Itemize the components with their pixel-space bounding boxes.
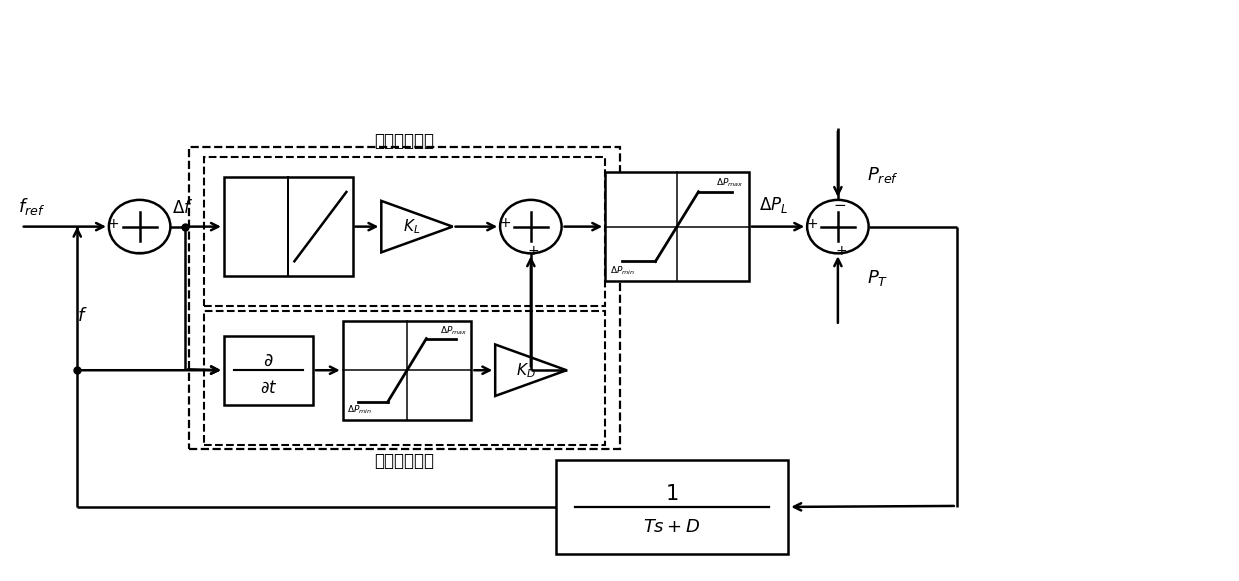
Text: $\Delta P_{max}$: $\Delta P_{max}$ — [440, 325, 467, 337]
Bar — [605, 172, 748, 281]
Text: $-$: $-$ — [134, 243, 147, 258]
Text: $f$: $f$ — [77, 307, 88, 325]
Text: 虚拟惯性控制: 虚拟惯性控制 — [374, 453, 435, 471]
Text: $f_{ref}$: $f_{ref}$ — [17, 196, 45, 217]
Ellipse shape — [807, 200, 869, 253]
Bar — [190, 148, 620, 450]
Ellipse shape — [501, 200, 561, 253]
Text: $\Delta P_{min}$: $\Delta P_{min}$ — [610, 264, 636, 277]
Text: $K_L$: $K_L$ — [404, 217, 421, 236]
Bar — [204, 157, 605, 306]
Bar — [204, 311, 605, 444]
Bar — [555, 460, 788, 554]
Text: $1$: $1$ — [665, 484, 679, 504]
Text: $\partial t$: $\partial t$ — [260, 379, 278, 397]
Polygon shape — [496, 345, 566, 396]
Bar — [343, 321, 471, 419]
Text: $Ts+D$: $Ts+D$ — [643, 518, 701, 536]
Text: $-$: $-$ — [833, 196, 846, 211]
Text: $\Delta P_L$: $\Delta P_L$ — [758, 195, 788, 215]
Text: 虚拟下垂控制: 虚拟下垂控制 — [374, 132, 435, 150]
Ellipse shape — [109, 200, 171, 253]
Bar — [224, 336, 313, 405]
Polygon shape — [382, 201, 452, 252]
Text: $+$: $+$ — [499, 216, 512, 229]
Text: $\Delta f$: $\Delta f$ — [172, 199, 193, 217]
Text: $\partial$: $\partial$ — [263, 352, 274, 370]
Text: $+$: $+$ — [528, 243, 540, 258]
Text: $P_{ref}$: $P_{ref}$ — [867, 165, 900, 185]
Text: $K_D$: $K_D$ — [517, 361, 535, 379]
Bar — [224, 177, 353, 276]
Text: $P_T$: $P_T$ — [867, 268, 888, 288]
Text: $+$: $+$ — [835, 243, 846, 258]
Text: $+$: $+$ — [807, 217, 819, 231]
Text: $+$: $+$ — [107, 217, 119, 231]
Text: $\Delta P_{min}$: $\Delta P_{min}$ — [347, 403, 372, 416]
Text: $\Delta P_{max}$: $\Delta P_{max}$ — [716, 176, 743, 189]
